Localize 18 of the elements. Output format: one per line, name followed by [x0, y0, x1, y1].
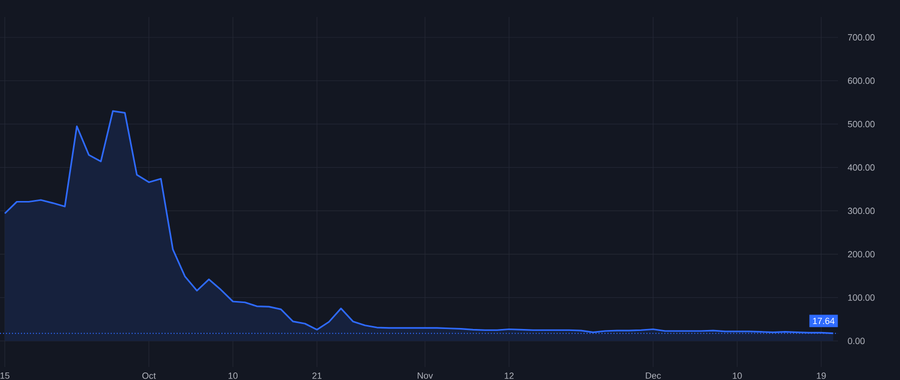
x-tick-label: 10 — [732, 372, 742, 379]
ref-line-label: 17.64 — [813, 318, 835, 324]
y-tick-label: 400.00 — [848, 164, 875, 171]
y-tick-label: 500.00 — [848, 120, 875, 128]
x-tick-label: 19 — [816, 372, 826, 379]
x-tick-label: Oct — [142, 372, 156, 379]
y-tick-label: 700.00 — [848, 34, 875, 41]
y-tick-label: 200.00 — [848, 251, 875, 258]
x-tick-label: 15 — [0, 372, 10, 379]
x-tick-label: 10 — [228, 372, 238, 379]
x-tick-label: 12 — [504, 372, 514, 379]
y-tick-label: 0.00 — [848, 338, 865, 344]
x-tick-label: Nov — [418, 372, 433, 379]
y-tick-label: 100.00 — [848, 294, 875, 301]
x-tick-label: Dec — [646, 372, 661, 379]
y-tick-label: 600.00 — [848, 78, 875, 84]
y-tick-label: 300.00 — [848, 208, 875, 214]
x-tick-label: 21 — [312, 372, 322, 379]
